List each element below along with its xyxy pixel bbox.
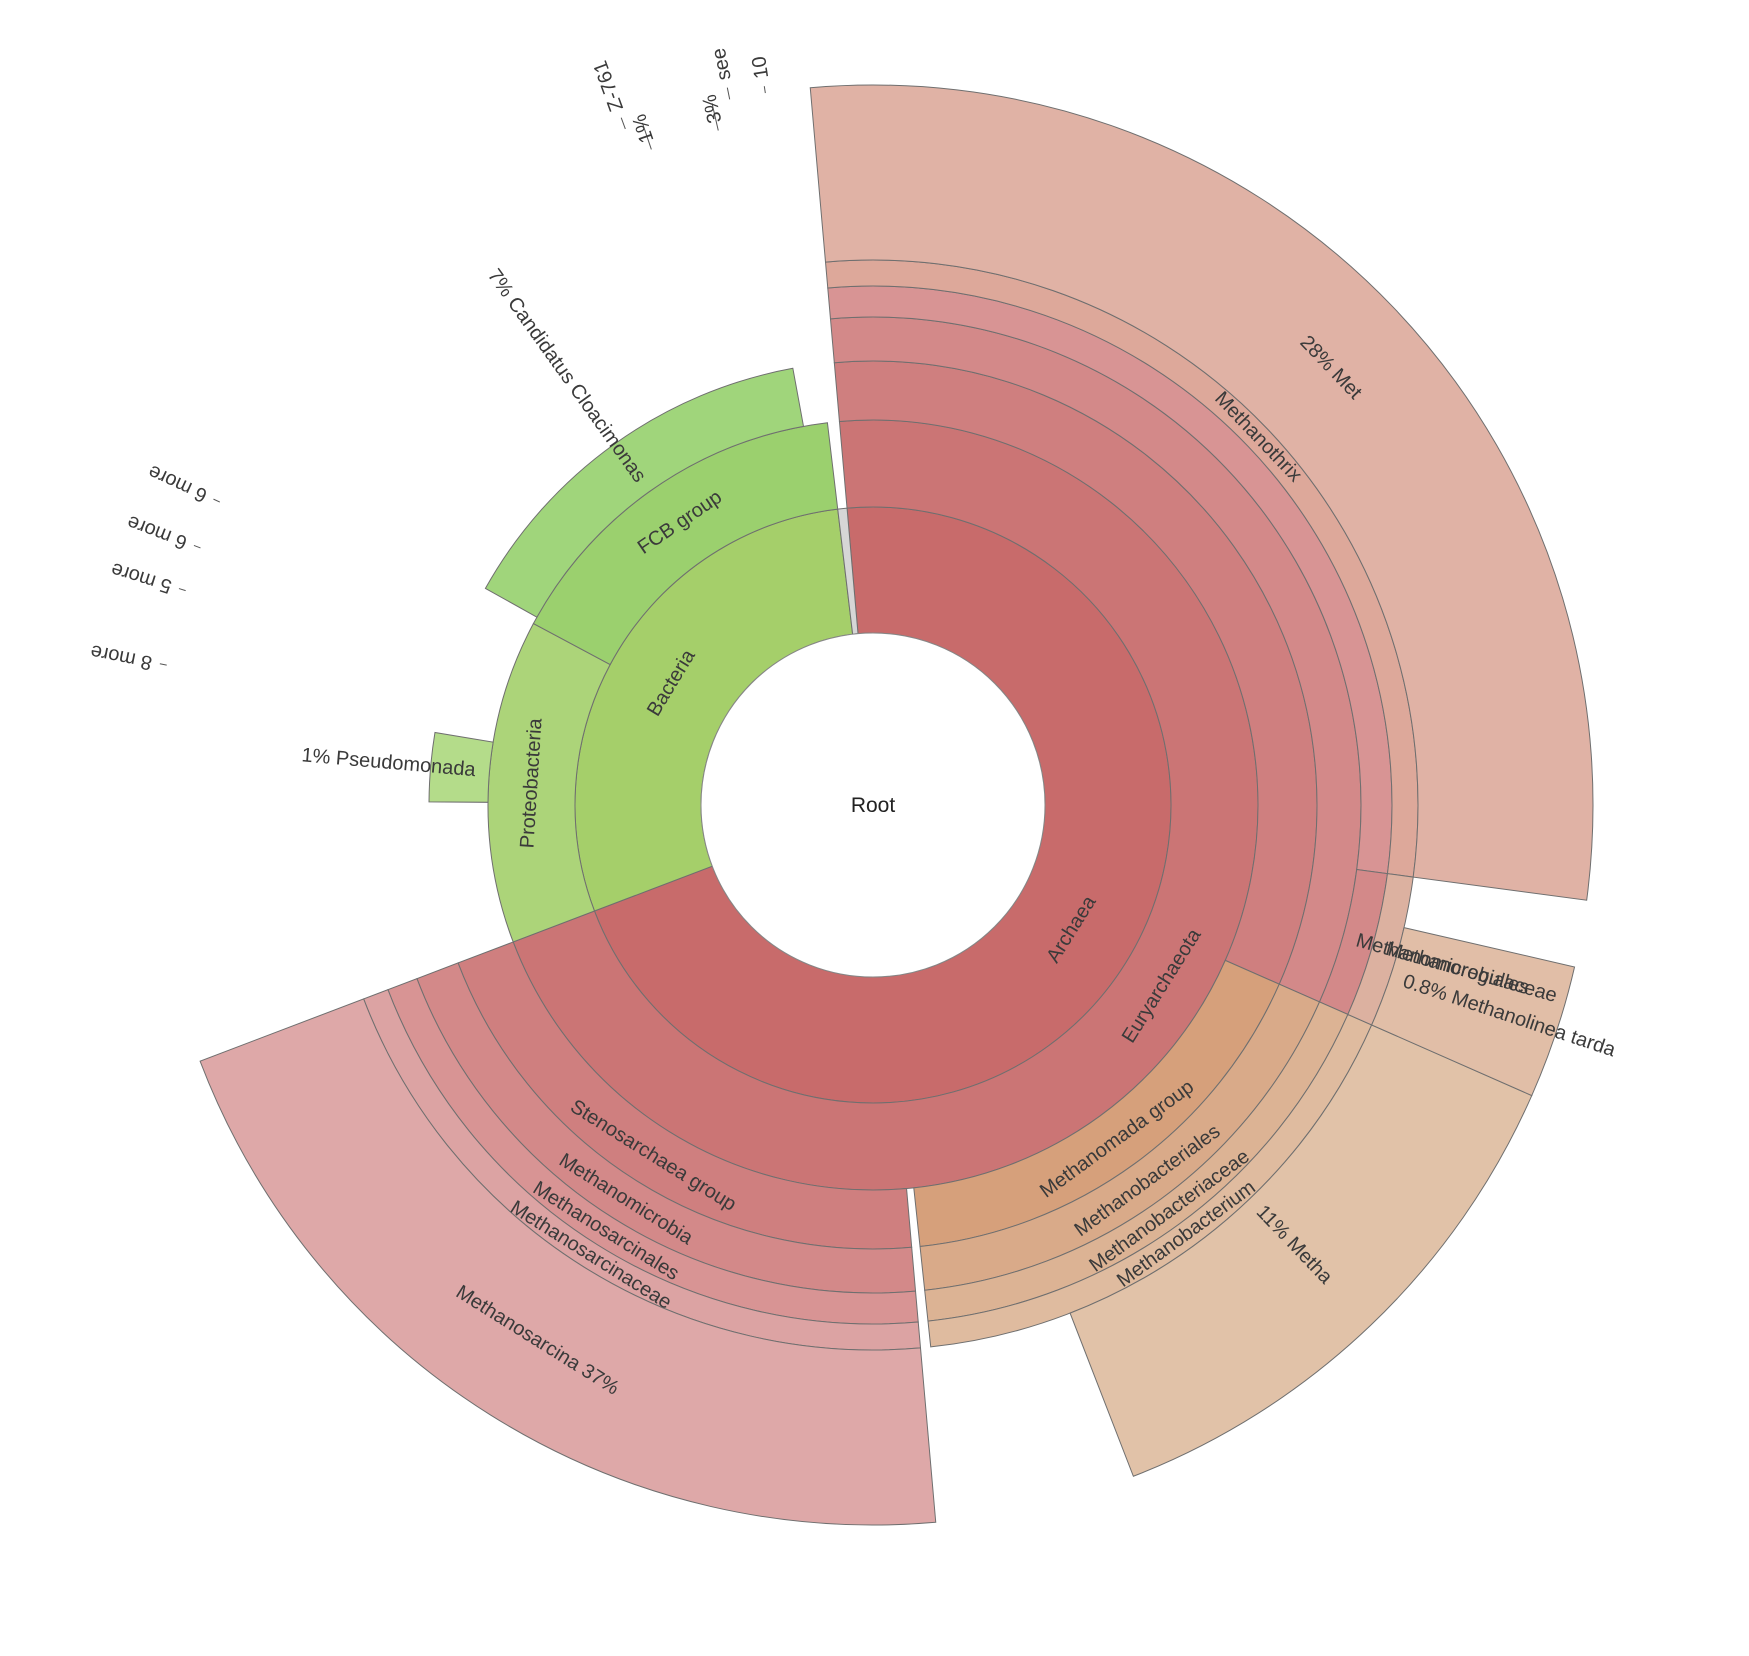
annotation-label: 6 more — [145, 460, 211, 506]
segment-methanolinea-tarda[interactable] — [1370, 926, 1576, 1097]
annotation-leader — [620, 117, 626, 130]
annotation-label: 3% — [699, 92, 727, 125]
annotation-label: 8 more — [89, 640, 154, 674]
annotation-leader — [763, 86, 766, 94]
segment-candidatus-cloacimonas[interactable] — [484, 367, 805, 618]
root-label: Root — [851, 794, 896, 817]
annotation-label: 1% — [628, 111, 658, 146]
label-candidatus-cloacimonas: 7% Candidatus Cloacimonas — [483, 265, 650, 487]
annotation-leader — [213, 498, 221, 503]
annotation-label: see — [708, 46, 736, 82]
annotation-leader — [178, 588, 186, 592]
sunburst-segments — [199, 84, 1594, 1526]
annotation-leader — [159, 663, 167, 666]
segment-methanothrix-sp-[interactable] — [809, 84, 1594, 901]
annotation-leader — [193, 544, 201, 549]
annotation-label: 6 more — [124, 511, 190, 554]
annotation-leader — [641, 122, 652, 150]
annotation-label: Z-761 — [589, 58, 628, 115]
root-circle[interactable] — [700, 632, 1046, 978]
segment-methanobacterium-sp-[interactable] — [1069, 1024, 1533, 1477]
annotation-leader — [711, 103, 719, 131]
annotation-leader — [726, 87, 731, 100]
annotation-label: 10 — [748, 55, 773, 80]
segment-pseudomonadales[interactable] — [428, 731, 494, 803]
annotation-label: 5 more — [108, 558, 174, 598]
segment-methanosarcina[interactable] — [199, 998, 937, 1526]
